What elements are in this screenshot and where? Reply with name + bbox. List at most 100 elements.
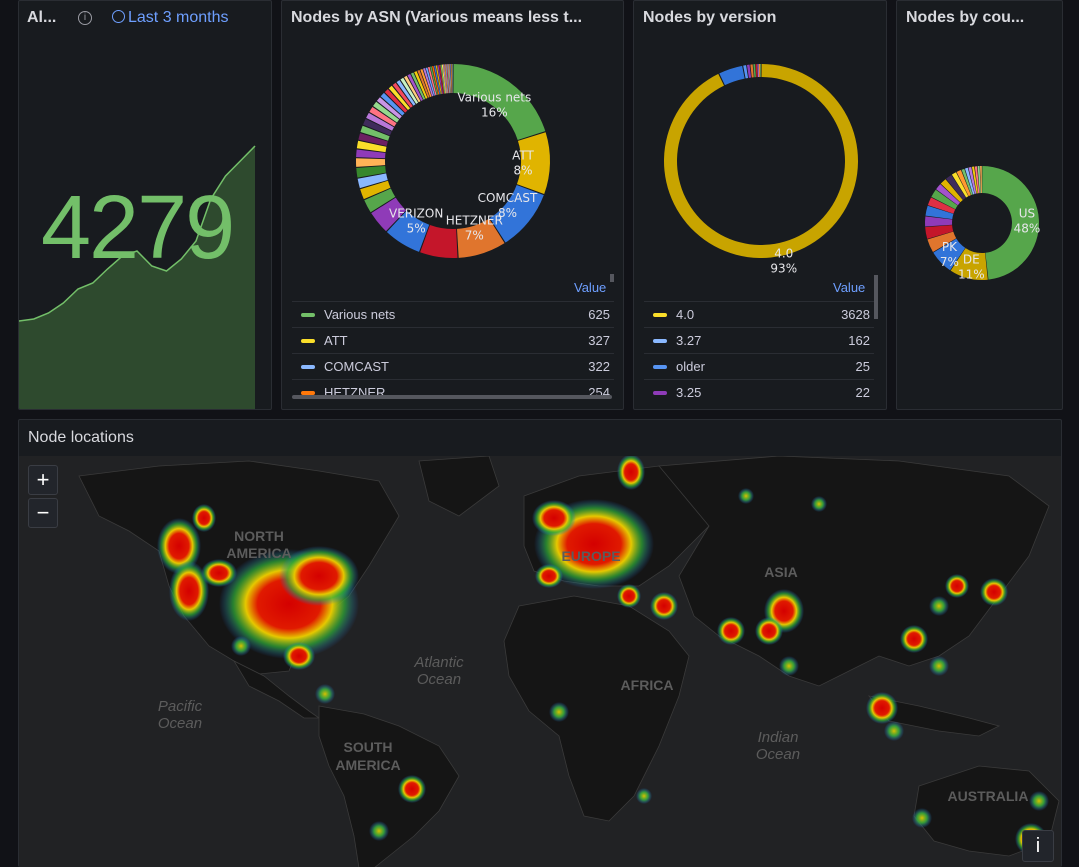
pie-slice[interactable] <box>755 64 758 78</box>
pie-slice[interactable] <box>392 82 413 108</box>
pie-slice[interactable] <box>956 170 971 197</box>
pie-slice-pk[interactable] <box>933 238 966 271</box>
pie-slice-older[interactable] <box>743 65 749 79</box>
pie-slice-att[interactable] <box>516 132 550 195</box>
pie-slice[interactable] <box>358 133 388 147</box>
version-legend-scroll-thumb[interactable] <box>874 275 878 319</box>
pie-slice[interactable] <box>371 197 407 232</box>
pie-slice[interactable] <box>414 71 428 99</box>
pie-slice[interactable] <box>441 64 446 94</box>
pie-slice[interactable] <box>445 64 449 94</box>
pie-slice[interactable] <box>927 197 956 214</box>
pie-slice[interactable] <box>931 189 958 210</box>
pie-slice[interactable] <box>446 64 449 94</box>
pie-slice[interactable] <box>423 68 434 97</box>
pie-slice[interactable] <box>760 64 761 78</box>
legend-row[interactable]: COMCAST 322 <box>292 353 614 379</box>
pie-slice[interactable] <box>758 64 761 78</box>
stat-panel-title[interactable]: Al... <box>27 9 57 26</box>
pie-slice[interactable] <box>925 225 954 239</box>
legend-row[interactable]: older 25 <box>644 353 874 379</box>
pie-slice[interactable] <box>753 64 756 78</box>
pie-slice[interactable] <box>364 188 396 213</box>
pie-slice-verizon[interactable] <box>386 210 430 252</box>
pie-slice[interactable] <box>420 224 458 258</box>
pie-slice[interactable] <box>449 64 451 94</box>
pie-slice[interactable] <box>366 112 394 131</box>
pie-slice[interactable] <box>360 125 390 141</box>
pie-slice[interactable] <box>964 167 975 195</box>
pie-slice[interactable] <box>373 101 400 123</box>
pie-slice[interactable] <box>425 67 436 96</box>
pie-slice-4.0[interactable] <box>664 64 858 259</box>
pie-slice[interactable] <box>376 97 402 119</box>
pie-slice[interactable] <box>443 64 447 94</box>
pie-slice[interactable] <box>400 77 419 104</box>
pie-slice[interactable] <box>356 149 386 159</box>
pie-slice-comcast[interactable] <box>489 184 544 243</box>
pie-slice[interactable] <box>951 172 969 198</box>
pie-slice[interactable] <box>971 166 978 194</box>
pie-slice[interactable] <box>444 64 448 94</box>
pie-slice[interactable] <box>940 179 963 203</box>
pie-slice-various-nets[interactable] <box>453 64 546 141</box>
pie-slice[interactable] <box>363 118 392 136</box>
legend-row[interactable]: 4.0 3628 <box>644 301 874 327</box>
map-panel-title[interactable]: Node locations <box>28 429 134 446</box>
world-map[interactable]: NORTH AMERICA EUROPE ASIA AFRICA SOUTH A… <box>19 456 1062 867</box>
zoom-out-button[interactable]: − <box>28 498 58 528</box>
pie-slice[interactable] <box>447 64 450 94</box>
pie-slice[interactable] <box>980 166 982 194</box>
pie-slice[interactable] <box>450 64 452 94</box>
pie-slice[interactable] <box>974 166 980 194</box>
pie-slice[interactable] <box>440 64 445 94</box>
pie-slice-hetzner[interactable] <box>456 218 505 258</box>
legend-row[interactable]: ATT 327 <box>292 327 614 353</box>
pie-slice[interactable] <box>925 216 953 227</box>
pie-slice[interactable] <box>968 167 977 194</box>
pie-slice[interactable] <box>410 72 426 100</box>
pie-slice-3.25[interactable] <box>746 64 752 78</box>
pie-slice[interactable] <box>437 65 443 94</box>
pie-slice[interactable] <box>977 166 981 194</box>
pie-slice[interactable] <box>757 64 759 78</box>
legend-row[interactable]: HETZNER 254 <box>292 379 614 405</box>
pie-slice[interactable] <box>750 64 754 78</box>
pie-slice[interactable] <box>427 66 437 96</box>
pie-slice[interactable] <box>432 65 440 95</box>
pie-slice[interactable] <box>925 205 954 220</box>
pie-slice[interactable] <box>404 75 421 103</box>
pie-slice[interactable] <box>357 173 388 189</box>
pie-slice[interactable] <box>961 168 973 195</box>
pie-slice[interactable] <box>356 158 386 167</box>
pie-slice[interactable] <box>433 65 441 95</box>
asn-legend-header[interactable]: Value <box>574 280 607 295</box>
version-panel-title[interactable]: Nodes by version <box>643 9 777 26</box>
pie-slice[interactable] <box>420 68 432 97</box>
pie-slice[interactable] <box>388 85 411 111</box>
asn-legend-scroll-thumb[interactable] <box>610 274 614 282</box>
pie-slice[interactable] <box>946 174 966 200</box>
country-panel-title[interactable]: Nodes by cou... <box>906 9 1025 26</box>
asn-panel-title[interactable]: Nodes by ASN (Various means less t... <box>291 9 583 26</box>
pie-slice[interactable] <box>369 107 397 127</box>
pie-slice[interactable] <box>360 180 391 200</box>
pie-slice[interactable] <box>384 89 408 113</box>
pie-slice[interactable] <box>435 65 442 95</box>
pie-slice[interactable] <box>407 73 423 101</box>
pie-slice[interactable] <box>449 64 452 94</box>
map-info-button[interactable]: i <box>1022 830 1054 862</box>
asn-legend-hscroll[interactable] <box>292 395 612 399</box>
pie-slice[interactable] <box>380 92 405 116</box>
version-legend-header[interactable]: Value <box>833 280 866 295</box>
info-icon[interactable]: i <box>78 11 92 25</box>
pie-slice[interactable] <box>396 80 416 106</box>
legend-row[interactable]: Various nets 625 <box>292 301 614 327</box>
pie-slice[interactable] <box>451 64 453 94</box>
zoom-in-button[interactable]: + <box>28 465 58 495</box>
pie-slice[interactable] <box>936 184 961 206</box>
pie-slice[interactable] <box>927 231 957 253</box>
pie-slice[interactable] <box>438 64 444 94</box>
pie-slice-de[interactable] <box>950 248 988 280</box>
pie-slice[interactable] <box>356 140 387 153</box>
